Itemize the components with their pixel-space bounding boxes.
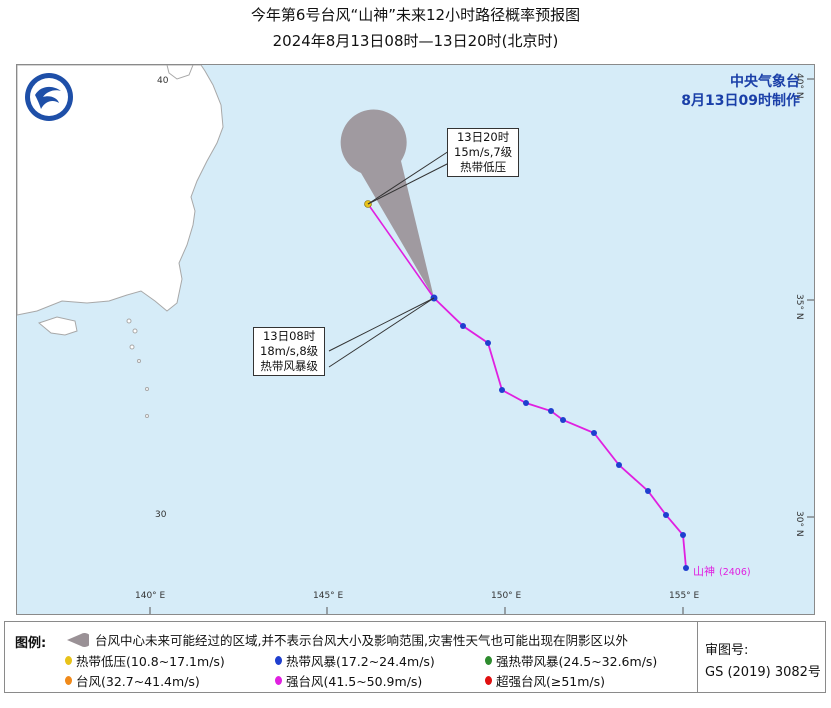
agency-block: 中央气象台 8月13日09时制作 xyxy=(681,73,800,111)
legend-item-sts: 强热带风暴(24.5~32.6m/s) xyxy=(485,651,657,670)
lat-label-30: 30° N xyxy=(794,511,804,537)
legend-divider xyxy=(697,622,698,692)
legend-item-sty: 强台风(41.5~50.9m/s) xyxy=(275,671,422,690)
lat-label-40: 40° N xyxy=(794,73,804,99)
agency-name: 中央气象台 xyxy=(730,74,800,90)
legend-cone-note: 台风中心未来可能经过的区域,并不表示台风大小及影响范围,灾害性天气也可能出现在阴… xyxy=(95,633,628,648)
current-wind: 18m/s,8级 xyxy=(260,344,319,358)
legend-panel: 图例: 台风中心未来可能经过的区域,并不表示台风大小及影响范围,灾害性天气也可能… xyxy=(4,621,826,693)
legend-title: 图例: xyxy=(15,636,47,651)
hokkaido-landmass xyxy=(166,65,194,80)
review-label: 审图号: xyxy=(705,643,749,658)
forecast-track-line xyxy=(367,203,435,299)
ts-marker-icon xyxy=(275,656,282,665)
forecast-category: 热带低压 xyxy=(460,160,507,174)
past-track-points xyxy=(430,294,689,571)
cma-logo xyxy=(23,71,75,123)
map-subtitle: 2024年8月13日08时—13日20时(北京时) xyxy=(272,32,559,50)
forecast-leader-a xyxy=(367,150,450,205)
island-dot xyxy=(129,344,135,350)
review-block: 审图号: GS (2019) 3082号 xyxy=(705,640,821,684)
legend-label-td: 热带低压(10.8~17.1m/s) xyxy=(76,654,225,669)
island-dot xyxy=(145,414,149,418)
legend-label-sts: 强热带风暴(24.5~32.6m/s) xyxy=(496,654,658,669)
td-marker-icon xyxy=(65,656,72,665)
legend-label-ty: 台风(32.7~41.4m/s) xyxy=(76,674,200,689)
forecast-leader-b xyxy=(367,162,450,205)
lat-label-35: 35° N xyxy=(794,294,804,320)
lon-ticks xyxy=(149,78,814,614)
legend-label-ts: 热带风暴(17.2~24.4m/s) xyxy=(286,654,435,669)
current-category: 热带风暴级 xyxy=(260,359,318,373)
legend-item-ty: 台风(32.7~41.4m/s) xyxy=(65,671,200,690)
cone-swatch-icon xyxy=(67,632,89,647)
faint-label-30: 30 xyxy=(155,510,167,520)
typhoon-name-label: 山神 (2406) xyxy=(693,564,751,578)
faint-label-40: 40 xyxy=(157,76,169,86)
lon-label-140: 140° E xyxy=(135,591,166,601)
lon-label-155: 155° E xyxy=(669,591,700,601)
island-dot xyxy=(126,318,132,324)
sty-marker-icon xyxy=(275,676,282,685)
island-dot xyxy=(145,387,149,391)
kyushu-landmass xyxy=(37,316,78,336)
legend-label-sty: 强台风(41.5~50.9m/s) xyxy=(286,674,423,689)
forecast-time: 13日20时 xyxy=(456,130,510,144)
map-frame: 40 30 140° E 145° E 150° E 155° E 40° N … xyxy=(16,64,815,615)
forecast-wind: 15m/s,7级 xyxy=(454,145,513,159)
current-leader-a xyxy=(328,297,435,352)
ty-marker-icon xyxy=(65,676,72,685)
lon-label-145: 145° E xyxy=(313,591,344,601)
forecast-callout: 13日20时 15m/s,7级 热带低压 xyxy=(447,128,520,177)
japan-landmass xyxy=(17,65,224,316)
island-dot xyxy=(137,359,141,363)
review-number: GS (2019) 3082号 xyxy=(705,665,821,680)
current-leader-b xyxy=(328,297,435,368)
legend-item-supty: 超强台风(≥51m/s) xyxy=(485,671,605,690)
sts-marker-icon xyxy=(485,656,492,665)
cma-logo-icon xyxy=(25,73,73,121)
legend-cone-row: 台风中心未来可能经过的区域,并不表示台风大小及影响范围,灾害性天气也可能出现在阴… xyxy=(65,630,628,649)
legend-item-td: 热带低压(10.8~17.1m/s) xyxy=(65,651,225,670)
map-title: 今年第6号台风“山神”未来12小时路径概率预报图 xyxy=(250,6,581,24)
legend-item-ts: 热带风暴(17.2~24.4m/s) xyxy=(275,651,435,670)
supty-marker-icon xyxy=(485,676,492,685)
current-time: 13日08时 xyxy=(262,329,316,343)
legend-label-supty: 超强台风(≥51m/s) xyxy=(496,674,606,689)
lon-label-150: 150° E xyxy=(491,591,522,601)
probability-cone xyxy=(340,109,434,298)
island-dot xyxy=(132,328,138,334)
agency-made-time: 8月13日09时制作 xyxy=(681,93,800,109)
map-canvas: 40 30 140° E 145° E 150° E 155° E 40° N … xyxy=(17,65,814,614)
current-callout: 13日08时 18m/s,8级 热带风暴级 xyxy=(253,327,326,376)
